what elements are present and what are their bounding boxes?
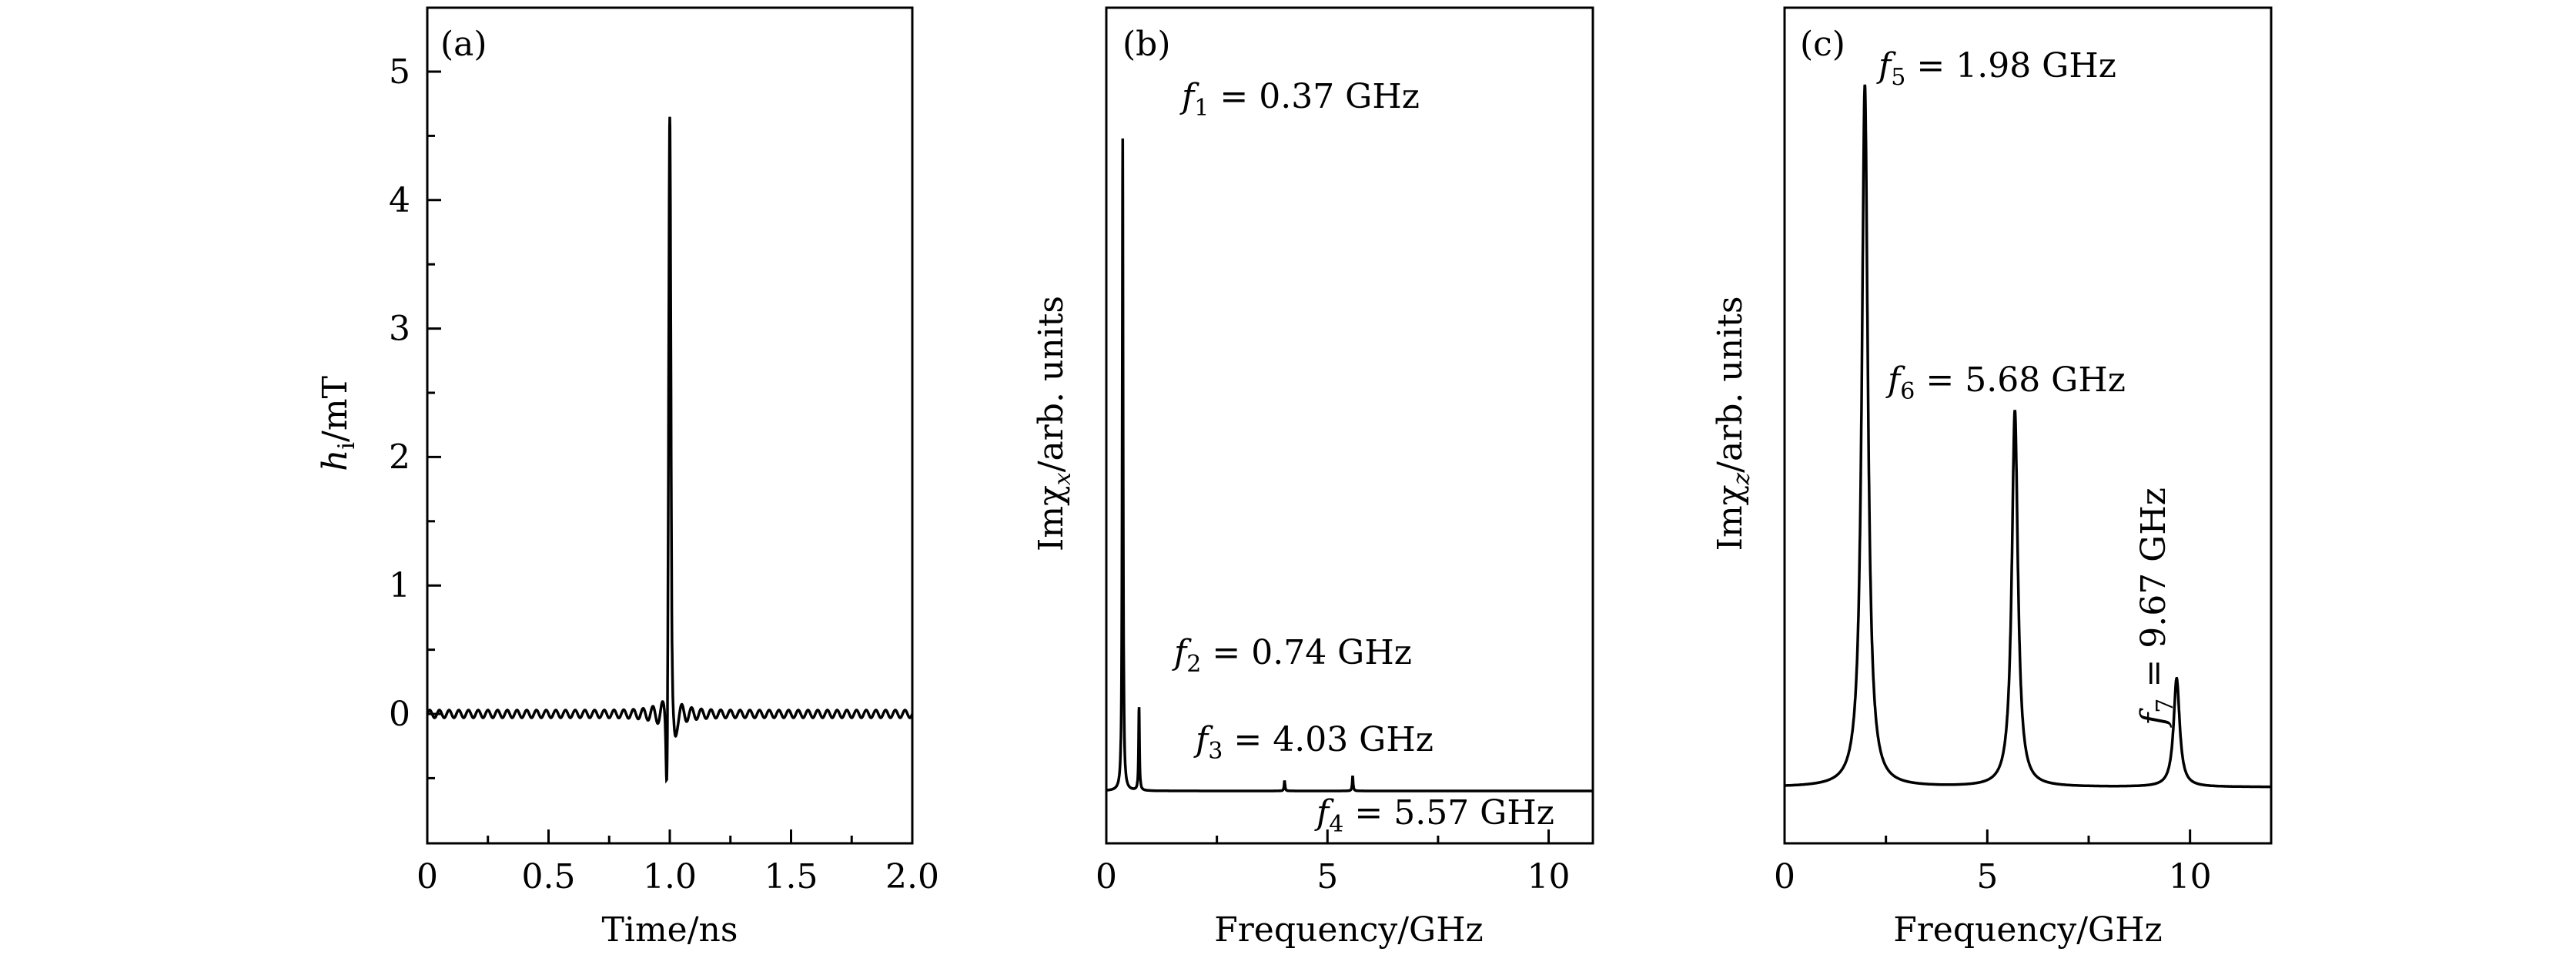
panel-a-y-axis-label: hi/mT bbox=[316, 376, 360, 471]
panel-a: 0 0.5 1.0 1.5 2.0 0 1 2 3 4 5 (a) Time/ns hi/mT bbox=[316, 6, 939, 950]
panel-a-x-tick-label: 0.5 bbox=[522, 857, 576, 896]
panel-c-x-ticks: 0 5 10 bbox=[1774, 829, 2212, 896]
panel-b-series-line bbox=[1106, 138, 1593, 792]
panel-a-y-tick-label: 5 bbox=[389, 52, 410, 92]
panel-b-frame bbox=[1105, 6, 1594, 845]
panel-c-annotation-f6: f6 = 5.68 GHz bbox=[1885, 360, 2126, 405]
panel-b-x-tick-label: 10 bbox=[1527, 857, 1571, 896]
panel-a-x-tick-label: 0 bbox=[417, 857, 438, 896]
panel-c-x-axis-label: Frequency/GHz bbox=[1893, 910, 2163, 950]
panel-a-series-line bbox=[426, 116, 914, 784]
panel-a-y-tick-label: 2 bbox=[389, 437, 410, 477]
panel-c-x-tick-label: 10 bbox=[2169, 857, 2212, 896]
panel-a-x-axis-label: Time/ns bbox=[602, 910, 738, 950]
panel-c: 0 5 10 (c) Frequency/GHz Imχz/arb. units f… bbox=[1711, 6, 2273, 950]
panel-a-x-tick-label: 2.0 bbox=[885, 857, 939, 896]
panel-a-x-tick-label: 1.5 bbox=[764, 857, 818, 896]
panel-b-annotation-f3: f3 = 4.03 GHz bbox=[1193, 720, 1434, 765]
panel-c-label: (c) bbox=[1800, 25, 1845, 64]
panel-b-x-axis-label: Frequency/GHz bbox=[1214, 910, 1484, 950]
panel-c-frame bbox=[1783, 6, 2273, 845]
panel-a-y-tick-label: 4 bbox=[389, 181, 410, 220]
panel-b-x-tick-label: 5 bbox=[1316, 857, 1338, 896]
panel-b-x-tick-label: 0 bbox=[1096, 857, 1117, 896]
panel-b-label: (b) bbox=[1122, 25, 1171, 64]
panel-a-y-ticks: 0 1 2 3 4 5 bbox=[389, 52, 441, 779]
panel-b: 0 5 10 (b) Frequency/GHz Imχx/arb. units f… bbox=[1032, 6, 1594, 950]
panel-b-annotation-f1: f1 = 0.37 GHz bbox=[1179, 77, 1420, 122]
panel-b-x-ticks: 0 5 10 bbox=[1096, 829, 1571, 896]
panel-a-label: (a) bbox=[440, 25, 487, 64]
panel-a-x-ticks: 0 0.5 1.0 1.5 2.0 bbox=[417, 829, 939, 896]
panel-b-y-axis-label: Imχx/arb. units bbox=[1032, 296, 1076, 551]
panel-c-x-tick-label: 5 bbox=[1976, 857, 1998, 896]
panel-c-x-tick-label: 0 bbox=[1774, 857, 1795, 896]
panel-a-y-tick-label: 1 bbox=[389, 566, 410, 605]
panel-c-series-line bbox=[1785, 84, 2271, 789]
panel-c-y-axis-label: Imχz/arb. units bbox=[1711, 297, 1755, 551]
panel-b-annotation-f2: f2 = 0.74 GHz bbox=[1172, 633, 1412, 678]
panel-a-y-tick-label: 0 bbox=[389, 695, 410, 734]
panel-a-y-tick-label: 3 bbox=[389, 310, 410, 349]
panel-b-annotation-f4: f4 = 5.57 GHz bbox=[1314, 793, 1554, 838]
panel-a-x-tick-label: 1.0 bbox=[643, 857, 697, 896]
panel-c-annotation-f7: f7 = 9.67 GHz bbox=[2134, 488, 2179, 728]
panel-c-annotation-f5: f5 = 1.98 GHz bbox=[1876, 46, 2116, 91]
